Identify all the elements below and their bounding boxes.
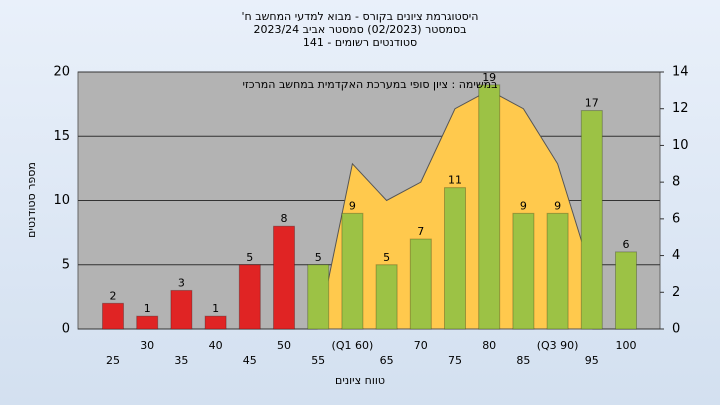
bar — [102, 302, 124, 330]
bar — [204, 315, 227, 330]
data-label: 1 — [212, 302, 219, 315]
bar — [375, 264, 398, 330]
x-tick-label: 100 — [616, 339, 637, 352]
x-tick-label: 70 — [414, 339, 428, 352]
x-tick-label: 25 — [106, 354, 120, 367]
bar — [238, 264, 261, 330]
y-tick-label: 15 — [53, 129, 70, 144]
data-label: 2 — [110, 289, 117, 302]
y-tick-label: 0 — [62, 322, 70, 337]
data-label: 1 — [144, 302, 151, 315]
y2-tick-label: 4 — [672, 248, 680, 263]
y2-tick-label: 10 — [672, 138, 689, 153]
data-label: 19 — [482, 71, 496, 84]
y2-tick-label: 0 — [672, 322, 680, 337]
data-label: 7 — [417, 225, 424, 238]
x-tick-label: 95 — [585, 354, 599, 367]
x-tick-label: 80 — [482, 339, 496, 352]
x-tick-label: 40 — [209, 339, 223, 352]
data-label: 9 — [554, 199, 561, 212]
x-tick-label: 75 — [448, 354, 462, 367]
annotation: במשימה : ציון סופי במערכת האקדמית במחשב … — [243, 78, 498, 91]
bar — [512, 212, 535, 330]
bar — [273, 225, 295, 330]
x-tick-label: 85 — [516, 354, 530, 367]
y-tick-label: 5 — [62, 257, 70, 272]
x-tick-label: 30 — [140, 339, 154, 352]
x-tick-label: 55 — [311, 354, 325, 367]
data-label: 3 — [178, 276, 185, 289]
y2-tick-label: 8 — [672, 175, 680, 190]
bar — [409, 238, 432, 330]
data-label: 5 — [315, 251, 322, 264]
bar — [170, 289, 193, 330]
y2-tick-label: 6 — [672, 211, 680, 226]
y-tick-label: 20 — [53, 65, 70, 80]
bar — [136, 315, 159, 330]
data-label: 5 — [383, 251, 390, 264]
bar — [444, 187, 466, 330]
y-axis-label: מספר סטודנטים — [25, 162, 38, 238]
bar — [341, 212, 364, 330]
y2-tick-label: 2 — [672, 285, 680, 300]
y2-tick-label: 12 — [672, 101, 689, 116]
subtitle: סטודנטים רשומים - 141 — [303, 36, 417, 49]
x-tick-label: 35 — [174, 354, 188, 367]
x-tick-label: 65 — [380, 354, 394, 367]
bar — [478, 84, 501, 330]
data-label: 5 — [246, 251, 253, 264]
y2-tick-label: 14 — [672, 65, 689, 80]
y-tick-label: 10 — [53, 193, 70, 208]
bar — [580, 110, 603, 330]
subtitle: בסמסטר (02/2023) סמסטר אביב 2023/24 — [253, 23, 466, 36]
x-tick-label: (Q3 90) — [537, 339, 579, 352]
bar — [307, 264, 330, 330]
data-label: 11 — [448, 174, 462, 187]
data-label: 17 — [585, 97, 599, 110]
bar — [615, 251, 637, 330]
x-axis-label: טווח ציונים — [335, 374, 385, 387]
x-tick-label: 50 — [277, 339, 291, 352]
chart-title: היסטוגרמת ציונים בקורס - מבוא למדעי המחש… — [242, 10, 479, 23]
data-label: 9 — [520, 199, 527, 212]
x-tick-label: 45 — [243, 354, 257, 367]
data-label: 6 — [623, 238, 630, 251]
data-label: 8 — [281, 212, 288, 225]
bar — [546, 212, 569, 330]
data-label: 9 — [349, 199, 356, 212]
x-tick-label: (Q1 60) — [332, 339, 374, 352]
